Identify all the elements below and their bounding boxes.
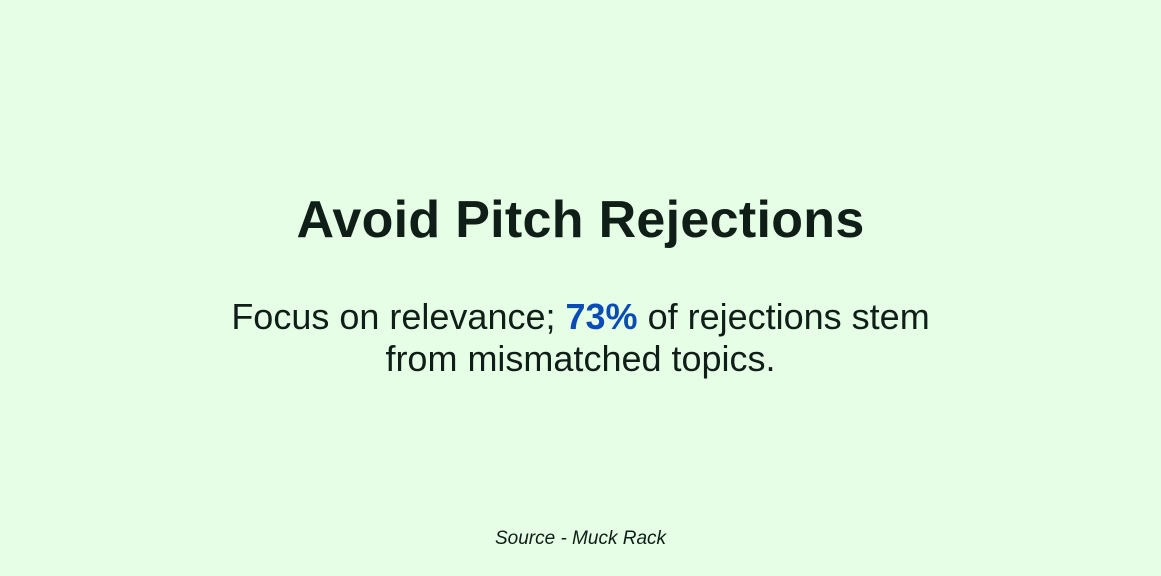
subtitle-text-start: Focus on relevance;	[231, 296, 566, 337]
page-title: Avoid Pitch Rejections	[296, 191, 865, 249]
subtitle-line-2: from mismatched topics.	[385, 338, 776, 379]
highlight-stat: 73%	[565, 296, 638, 337]
source-credit: Source - Muck Rack	[494, 528, 667, 549]
subtitle-text-end: of rejections stem	[637, 296, 930, 337]
subtitle: Focus on relevance; 73% of rejections st…	[0, 296, 1161, 380]
